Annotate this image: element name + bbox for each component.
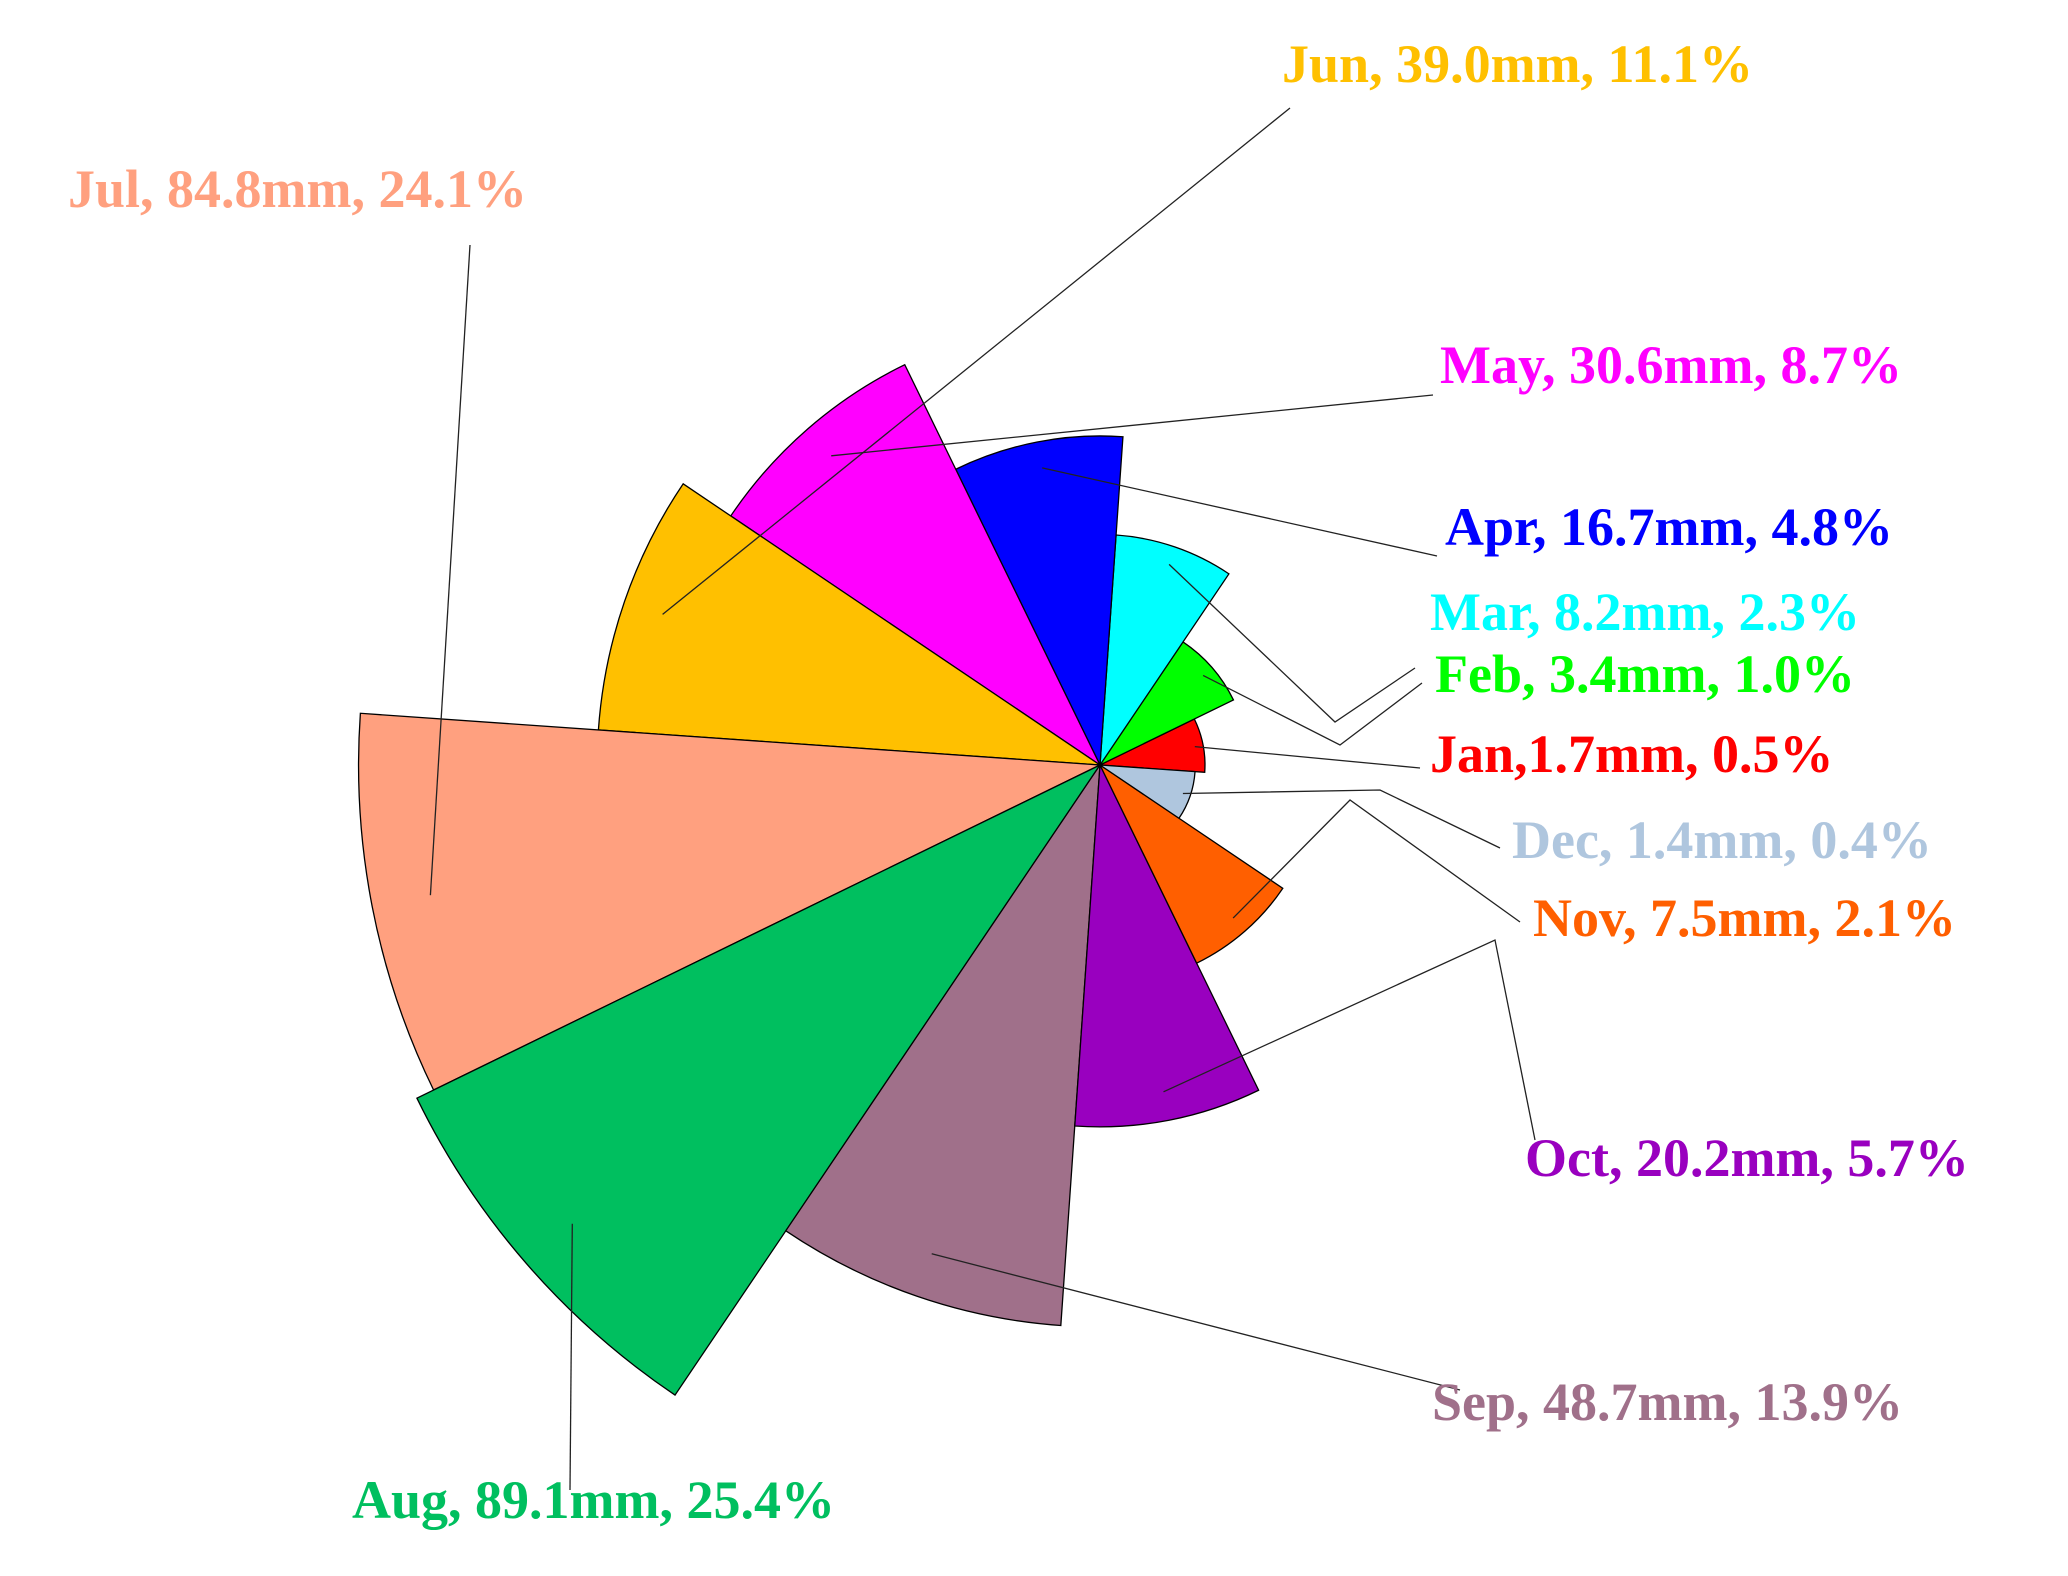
label-jan: Jan,1.7mm, 0.5% <box>1430 724 1834 784</box>
labels-layer: Jan,1.7mm, 0.5% Feb, 3.4mm, 1.0%Mar, 8.2m… <box>68 34 1969 1530</box>
label-jun: Jun, 39.0mm, 11.1% <box>1282 34 1753 94</box>
leader-line-jan <box>1194 745 1421 769</box>
slices-layer <box>357 363 1284 1396</box>
slice-aug <box>416 763 1102 1396</box>
label-apr: Apr, 16.7mm, 4.8% <box>1445 497 1893 557</box>
label-oct: Oct, 20.2mm, 5.7% <box>1525 1128 1969 1188</box>
leader-line-may <box>831 394 1434 457</box>
leader-line-mar <box>1168 563 1416 723</box>
label-nov: Nov, 7.5mm, 2.1% <box>1533 888 1956 948</box>
leader-line-nov <box>1232 799 1521 923</box>
leader-line-apr <box>1042 467 1438 557</box>
slice-jul <box>357 712 1103 1091</box>
label-dec: Dec, 1.4mm, 0.4% <box>1512 810 1932 870</box>
label-aug: Aug, 89.1mm, 25.4% <box>352 1470 835 1530</box>
slice-dec <box>1097 764 1196 820</box>
slice-sep <box>784 762 1101 1327</box>
label-feb: Feb, 3.4mm, 1.0% <box>1435 644 1855 704</box>
slice-mar <box>1099 534 1230 768</box>
leader-line-feb <box>1202 674 1423 746</box>
slice-may <box>729 363 1102 767</box>
leader-lines-layer <box>429 107 1536 1491</box>
leader-line-oct <box>1163 939 1536 1141</box>
leader-line-jul <box>429 244 471 896</box>
label-mar: Mar, 8.2mm, 2.3% <box>1430 582 1860 642</box>
leader-line-dec <box>1182 789 1501 849</box>
slice-jun <box>597 482 1103 766</box>
leader-line-aug <box>569 1223 573 1491</box>
label-may: May, 30.6mm, 8.7% <box>1440 335 1902 395</box>
leader-line-sep <box>931 1253 1461 1391</box>
leader-line-jun <box>662 107 1291 615</box>
label-jul: Jul, 84.8mm, 24.1% <box>68 159 527 219</box>
slice-apr <box>954 435 1124 768</box>
label-sep: Sep, 48.7mm, 13.9% <box>1432 1372 1903 1432</box>
slice-oct <box>1074 762 1260 1128</box>
